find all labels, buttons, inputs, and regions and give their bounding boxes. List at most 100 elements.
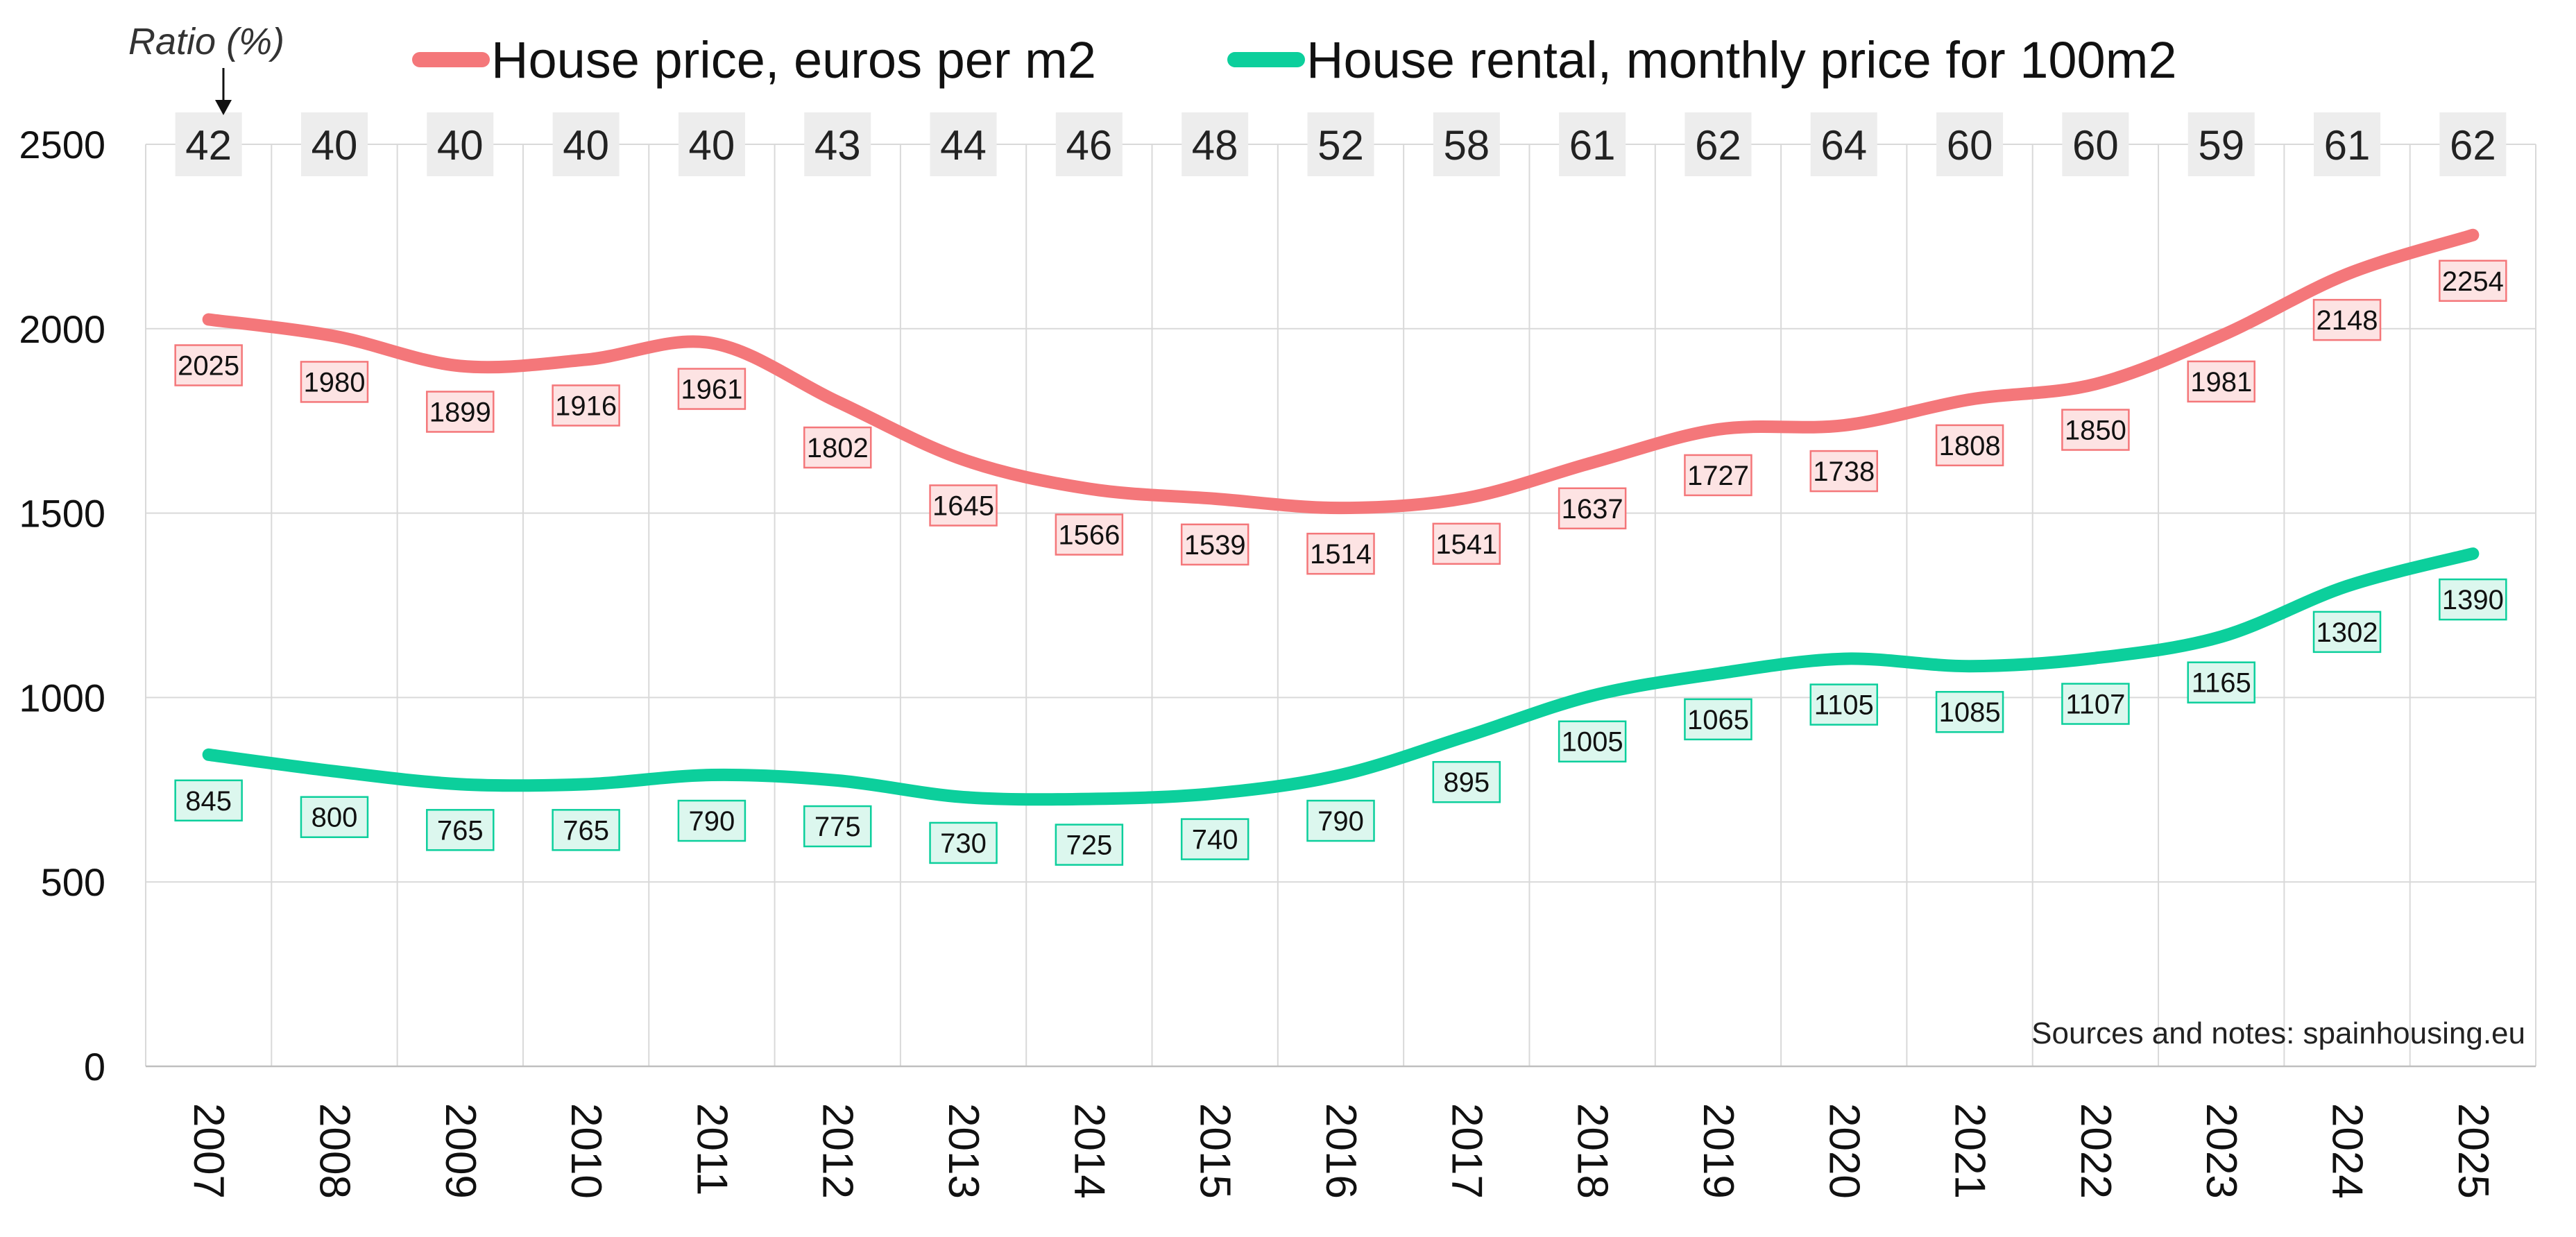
legend-label-rent: House rental, monthly price for 100m2: [1306, 31, 2177, 89]
data-label-box: [1684, 698, 1752, 741]
ratio-cell: [1433, 112, 1500, 176]
x-tick-label: 2019: [1694, 1103, 1742, 1199]
data-label-box: [1935, 690, 2004, 733]
data-label: 1514: [1310, 539, 1372, 570]
data-labels: 2025 1980 1899 1916 1961 1802 1645 1566 1539 1514…: [174, 259, 2507, 866]
data-label-box: [1935, 424, 2004, 467]
ratio-cell: [1055, 112, 1123, 176]
x-tick-label: 2017: [1442, 1103, 1490, 1199]
legend-label-price: House price, euros per m2: [491, 31, 1096, 89]
data-label: 1005: [1562, 727, 1623, 758]
data-label: 1107: [2065, 690, 2125, 720]
ratio-cell: [1182, 112, 1249, 176]
data-label-box: [174, 779, 243, 822]
ratio-cell: [300, 112, 368, 176]
data-label-box: [1432, 760, 1501, 803]
data-label-box: [1180, 818, 1249, 860]
data-label: 730: [940, 828, 987, 859]
data-label-box: [2312, 298, 2382, 341]
ratio-value: 58: [1443, 122, 1490, 169]
data-label: 845: [185, 786, 232, 817]
x-tick-label: 2013: [939, 1103, 987, 1199]
series-line-rent: [202, 547, 2480, 806]
data-label-box: [1306, 532, 1375, 575]
ratio-value: 61: [1569, 122, 1616, 169]
data-label-box: [2312, 611, 2382, 654]
data-label-box: [2439, 578, 2507, 621]
y-tick-label: 0: [84, 1045, 105, 1089]
ratio-arrow-icon: [215, 68, 232, 115]
y-tick-label: 500: [41, 860, 105, 904]
data-label-box: [1055, 513, 1124, 556]
data-label: 2254: [2442, 266, 2504, 297]
data-label: 1065: [1687, 705, 1749, 735]
data-label-box: [803, 426, 872, 469]
data-label: 1961: [681, 375, 742, 405]
x-tick-label: 2011: [688, 1103, 735, 1195]
data-label-box: [2187, 360, 2255, 403]
ratio-cell: [1936, 112, 2004, 176]
data-label-box: [677, 368, 747, 410]
data-label: 1916: [555, 391, 617, 421]
data-label: 1645: [932, 491, 994, 522]
ratio-value: 44: [940, 122, 987, 169]
ratio-cell: [804, 112, 871, 176]
x-tick-label: 2015: [1191, 1103, 1239, 1199]
data-label-box: [1809, 450, 1879, 493]
x-tick-label: 2010: [562, 1103, 610, 1199]
x-tick-label: 2020: [1820, 1103, 1868, 1199]
data-label: 740: [1192, 825, 1238, 855]
data-label-box: [552, 809, 620, 851]
source-note: Sources and notes: spainhousing.eu: [2031, 1016, 2525, 1050]
ratio-value: 62: [1695, 122, 1741, 169]
ratio-cell: [1559, 112, 1626, 176]
ratio-value: 52: [1317, 122, 1364, 169]
x-tick-label: 2007: [185, 1103, 232, 1199]
data-label-box: [174, 344, 243, 386]
data-label: 1302: [2317, 617, 2378, 648]
data-label: 1085: [1939, 697, 2001, 728]
ratio-cell: [427, 112, 494, 176]
ratio-value: 40: [689, 122, 735, 169]
data-label: 1541: [1435, 529, 1497, 560]
data-label: 790: [689, 806, 735, 837]
series-lines: [202, 228, 2480, 806]
x-tick-label: 2023: [2197, 1103, 2245, 1199]
data-label: 1980: [303, 367, 365, 398]
data-label-box: [929, 484, 998, 527]
data-label: 1105: [1814, 690, 1874, 721]
x-tick-label: 2021: [1946, 1103, 1994, 1199]
ratio-value: 46: [1066, 122, 1112, 169]
ratio-cell: [2314, 112, 2381, 176]
data-label-box: [677, 799, 747, 842]
ratio-cell: [1307, 112, 1374, 176]
data-label: 2148: [2317, 305, 2378, 336]
ratio-value: 40: [437, 122, 484, 169]
data-label: 1981: [2190, 367, 2252, 398]
data-label-box: [552, 384, 620, 427]
data-label: 1539: [1184, 530, 1246, 561]
data-label-box: [1558, 487, 1627, 530]
x-tick-label: 2012: [814, 1103, 862, 1199]
data-label-box: [426, 391, 495, 433]
data-label: 1738: [1813, 457, 1875, 487]
ratio-cell: [2439, 112, 2507, 176]
data-label: 2025: [178, 351, 239, 382]
x-tick-label: 2018: [1569, 1103, 1617, 1199]
data-label-box: [929, 821, 998, 864]
data-label: 765: [563, 815, 609, 846]
legend: House price, euros per m2 House rental, …: [412, 31, 2177, 89]
ratio-title: Ratio (%): [128, 21, 284, 62]
data-label: 1802: [807, 433, 869, 463]
data-label-box: [1809, 683, 1879, 726]
x-tick-label: 2022: [2072, 1103, 2119, 1199]
ratio-value: 40: [563, 122, 609, 169]
grid: [145, 144, 2536, 1067]
data-label-box: [1432, 522, 1501, 565]
data-label-box: [2061, 683, 2130, 725]
data-label: 725: [1066, 830, 1112, 861]
data-label-box: [300, 361, 369, 403]
ratio-value: 40: [312, 122, 358, 169]
axes: 0 500 1000 1500 2000 2500 2007 2008 2009 2010 2011…: [19, 123, 2536, 1199]
ratio-cell: [678, 112, 745, 176]
